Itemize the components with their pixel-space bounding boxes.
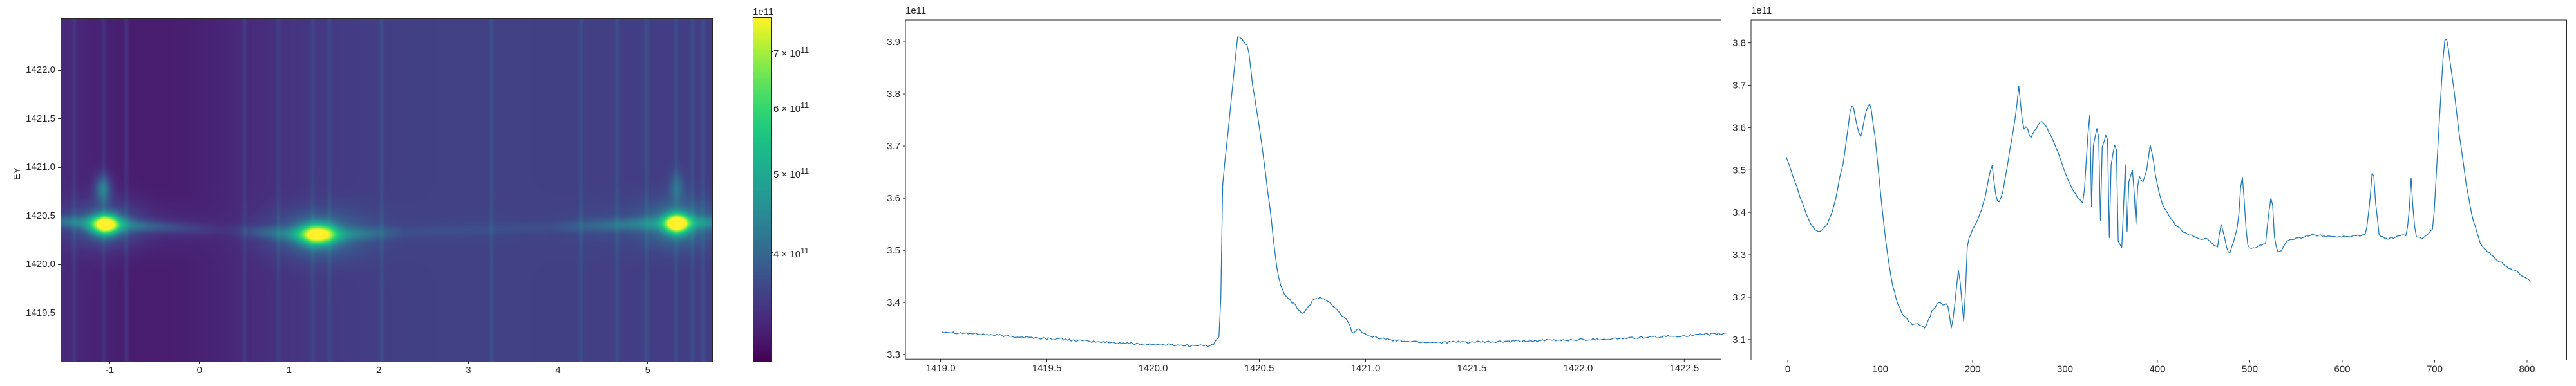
svg-text:1e11: 1e11 bbox=[905, 5, 926, 16]
svg-text:3.6: 3.6 bbox=[887, 193, 900, 204]
svg-text:200: 200 bbox=[1964, 364, 1980, 375]
svg-text:1420.5: 1420.5 bbox=[1245, 363, 1274, 374]
svg-text:300: 300 bbox=[2057, 364, 2073, 375]
svg-text:800: 800 bbox=[2519, 364, 2535, 375]
svg-text:3.9: 3.9 bbox=[887, 37, 900, 48]
svg-text:3.7: 3.7 bbox=[887, 141, 900, 152]
svg-text:3.7: 3.7 bbox=[1732, 80, 1746, 91]
svg-text:1421.0: 1421.0 bbox=[1350, 363, 1380, 374]
svg-text:3.8: 3.8 bbox=[1732, 38, 1746, 49]
svg-text:700: 700 bbox=[2427, 364, 2443, 375]
svg-text:1422.5: 1422.5 bbox=[1669, 363, 1699, 374]
svg-text:3.4: 3.4 bbox=[1732, 207, 1746, 218]
svg-text:3.2: 3.2 bbox=[1732, 292, 1746, 303]
svg-text:1e11: 1e11 bbox=[1751, 5, 1772, 16]
svg-text:3.5: 3.5 bbox=[1732, 165, 1746, 176]
svg-text:1422.0: 1422.0 bbox=[1563, 363, 1593, 374]
svg-text:0: 0 bbox=[1785, 364, 1790, 375]
svg-text:3.6: 3.6 bbox=[1732, 122, 1746, 133]
svg-text:400: 400 bbox=[2149, 364, 2165, 375]
svg-text:500: 500 bbox=[2242, 364, 2258, 375]
svg-text:3.4: 3.4 bbox=[887, 297, 900, 308]
svg-text:1419.0: 1419.0 bbox=[926, 363, 956, 374]
svg-text:3.3: 3.3 bbox=[1732, 250, 1746, 261]
svg-text:3.5: 3.5 bbox=[887, 245, 900, 256]
svg-text:100: 100 bbox=[1872, 364, 1888, 375]
svg-text:1420.0: 1420.0 bbox=[1139, 363, 1168, 374]
svg-text:3.8: 3.8 bbox=[887, 89, 900, 100]
svg-text:1419.5: 1419.5 bbox=[1032, 363, 1062, 374]
svg-text:600: 600 bbox=[2334, 364, 2350, 375]
svg-text:1421.5: 1421.5 bbox=[1457, 363, 1486, 374]
svg-text:3.1: 3.1 bbox=[1732, 335, 1746, 345]
svg-text:3.3: 3.3 bbox=[887, 349, 900, 360]
